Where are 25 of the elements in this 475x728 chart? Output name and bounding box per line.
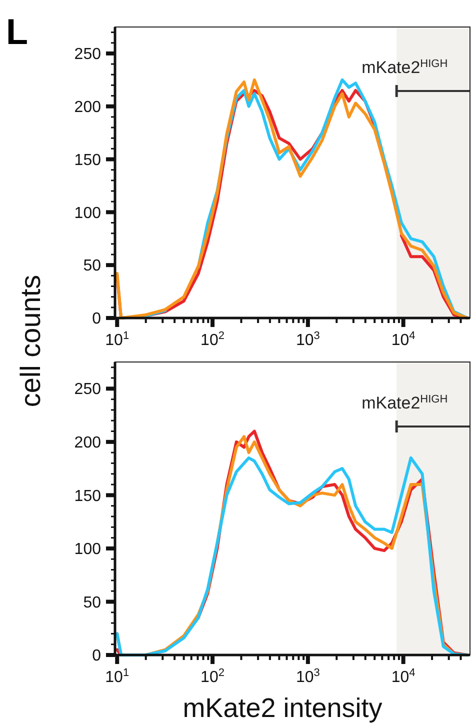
y-tick-label: 0 [92,648,102,665]
y-tick-label: 250 [74,381,102,398]
x-tick-label: 10$^{4}$ [391,667,416,686]
y-tick-label: 0 [92,310,102,328]
y-tick-label: 100 [74,204,102,222]
y-tick-label: 50 [83,594,102,612]
x-tick-label: 10$^{1}$ [105,667,130,686]
y-tick-label: 200 [74,434,102,452]
x-tick-label: 10$^{2}$ [200,667,224,686]
y-tick-label: 100 [74,541,102,558]
x-axis-title: mKate2 intensity [182,693,383,723]
y-tick-label: 50 [83,258,102,275]
y-axis-title: cell counts [15,274,46,408]
x-tick-label: 10$^{4}$ [391,330,416,349]
x-tick-label: 10$^{1}$ [105,330,130,349]
y-tick-label: 150 [74,488,102,505]
x-tick-label: 10$^{3}$ [296,667,320,686]
text: L [6,11,28,52]
y-tick-label: 150 [74,152,102,169]
x-tick-label: 10$^{2}$ [200,330,224,349]
y-tick-label: 200 [74,98,102,116]
band-label: mKate2$^{HIGH}$ [362,393,448,412]
x-tick-label: 10$^{3}$ [296,330,320,349]
y-tick-label: 250 [74,46,102,64]
band-label: mKate2$^{HIGH}$ [362,58,448,78]
